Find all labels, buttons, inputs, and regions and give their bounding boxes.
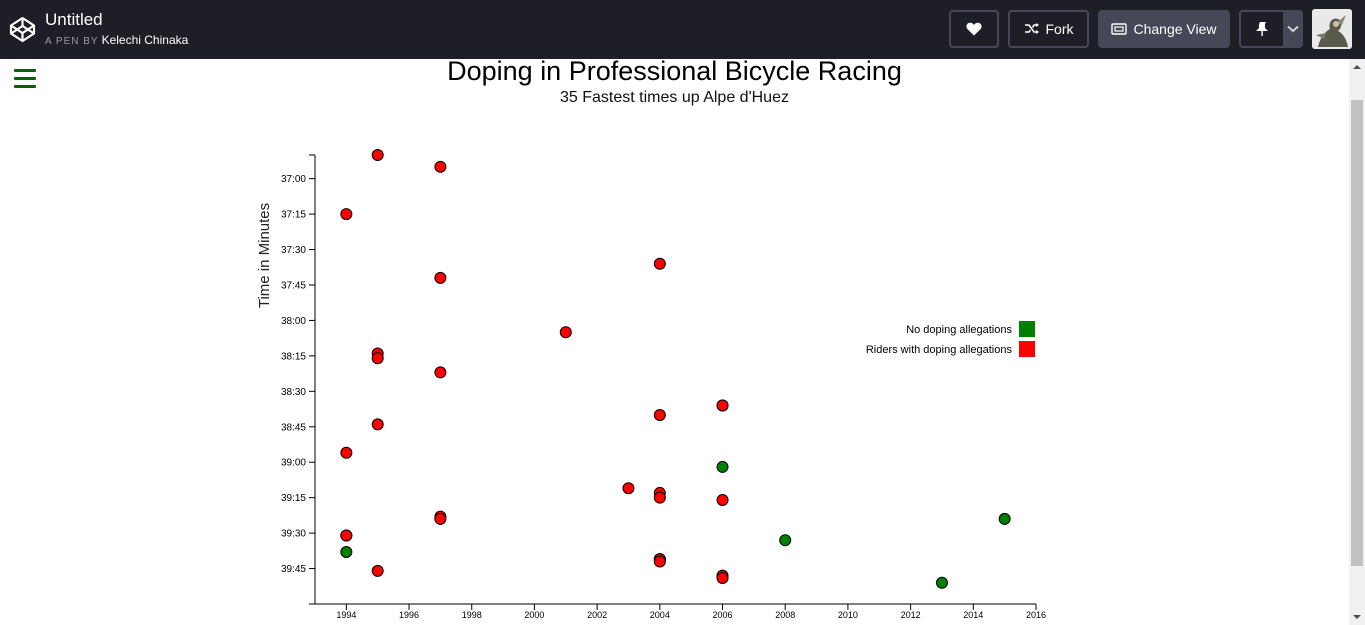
data-point [340, 446, 353, 459]
data-point [653, 408, 666, 421]
fork-icon [1024, 23, 1039, 34]
scroll-down-arrow-icon[interactable] [1349, 609, 1365, 625]
scroll-up-arrow-icon[interactable] [1349, 59, 1365, 75]
legend-label: Riders with doping allegations [866, 344, 1013, 356]
x-tick-label: 1994 [336, 610, 356, 620]
legend-swatch [1019, 321, 1035, 337]
x-tick-label: 2008 [775, 610, 795, 620]
pin-menu-toggle[interactable] [1283, 10, 1303, 48]
change-view-button[interactable]: Change View [1098, 10, 1230, 48]
data-point [716, 460, 729, 473]
data-point [340, 546, 353, 559]
heart-button[interactable] [949, 10, 999, 48]
data-point [371, 352, 384, 365]
data-point [434, 366, 447, 379]
data-point [653, 491, 666, 504]
y-tick-label: 38:00 [281, 316, 306, 327]
y-tick-label: 38:30 [281, 387, 306, 398]
legend-label: No doping allegations [906, 324, 1012, 336]
scrollbar-thumb[interactable] [1351, 100, 1363, 566]
data-point [779, 534, 792, 547]
data-point [340, 208, 353, 221]
data-point [434, 160, 447, 173]
data-point [935, 576, 948, 589]
heart-icon [966, 22, 982, 36]
data-point [371, 564, 384, 577]
data-point [371, 149, 384, 161]
y-tick-label: 39:15 [281, 493, 306, 504]
x-tick-label: 2010 [838, 610, 858, 620]
chart-subtitle: 35 Fastest times up Alpe d'Huez [560, 89, 789, 106]
y-axis-label: Time in Minutes [256, 203, 273, 308]
pen-author-link[interactable]: Kelechi Chinaka [101, 33, 189, 47]
change-view-icon [1111, 23, 1128, 35]
x-tick-label: 2016 [1026, 610, 1046, 620]
pen-title[interactable]: Untitled [45, 10, 103, 29]
chevron-down-icon [1287, 25, 1299, 33]
data-point [653, 257, 666, 270]
data-point [622, 482, 635, 495]
pin-icon [1256, 22, 1268, 36]
y-tick-label: 37:00 [281, 174, 306, 185]
hamburger-bar [14, 85, 36, 88]
y-tick-label: 39:30 [281, 529, 306, 540]
data-point [559, 326, 572, 339]
data-point [434, 512, 447, 525]
x-tick-label: 1996 [399, 610, 419, 620]
hamburger-menu-icon[interactable] [14, 69, 36, 89]
fork-button[interactable]: Fork [1008, 10, 1089, 48]
hamburger-bar [14, 69, 36, 72]
pen-byline: A PEN BY Kelechi Chinaka [45, 33, 188, 47]
data-point [434, 271, 447, 284]
x-tick-label: 2006 [713, 610, 733, 620]
change-view-label: Change View [1133, 21, 1217, 37]
y-tick-label: 38:15 [281, 351, 306, 362]
data-point [371, 418, 384, 431]
data-point [653, 555, 666, 568]
codepen-logo-icon[interactable] [9, 16, 36, 43]
avatar-image [1312, 9, 1352, 49]
y-tick-label: 39:45 [281, 564, 306, 575]
data-point [716, 399, 729, 412]
chart-title: Doping in Professional Bicycle Racing [447, 56, 902, 86]
y-tick-label: 37:45 [281, 280, 306, 291]
y-tick-label: 37:30 [281, 245, 306, 256]
fork-label: Fork [1045, 21, 1074, 37]
user-avatar[interactable] [1312, 9, 1352, 49]
x-tick-label: 2002 [587, 610, 607, 620]
pen-by-label: A PEN BY [45, 36, 99, 47]
codepen-header: Untitled A PEN BY Kelechi Chinaka Fork Ch… [0, 0, 1365, 59]
legend-swatch [1019, 341, 1035, 357]
x-tick-label: 2004 [650, 610, 670, 620]
data-point [716, 494, 729, 507]
x-tick-label: 2000 [524, 610, 544, 620]
data-point [340, 529, 353, 542]
y-tick-label: 39:00 [281, 458, 306, 469]
y-tick-label: 37:15 [281, 210, 306, 221]
x-tick-label: 1998 [462, 610, 482, 620]
y-tick-label: 38:45 [281, 422, 306, 433]
hamburger-bar [14, 77, 36, 80]
x-tick-label: 2012 [901, 610, 921, 620]
x-tick-label: 2014 [963, 610, 983, 620]
data-point [716, 572, 729, 585]
data-point [998, 512, 1011, 525]
